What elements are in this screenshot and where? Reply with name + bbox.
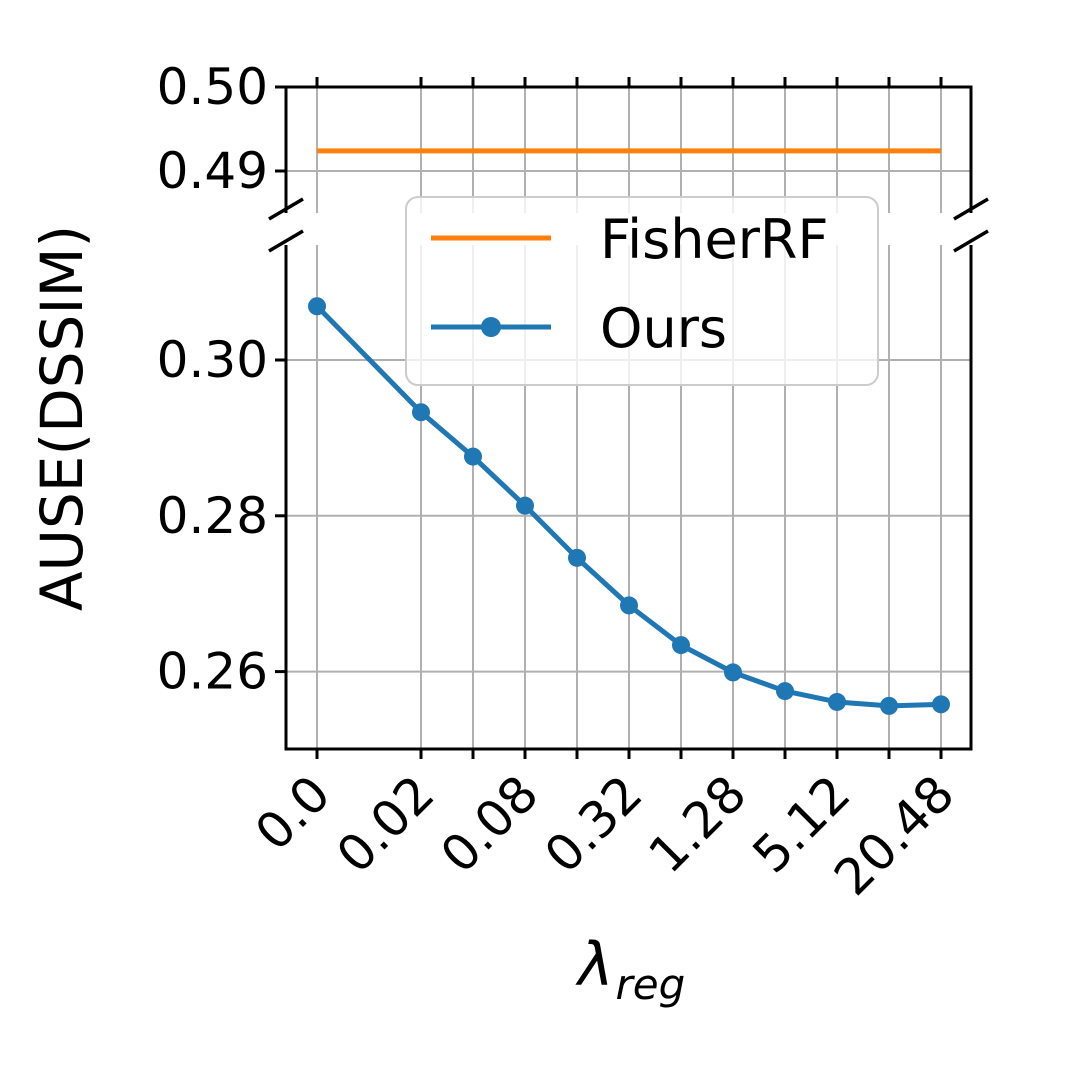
ours-data-point <box>412 403 430 422</box>
y-axis-label: AUSE(DSSIM) <box>28 225 96 611</box>
x-tick-label: 0.08 <box>430 764 550 884</box>
legend-label: Ours <box>600 297 727 360</box>
legend-marker-sample <box>481 317 501 337</box>
legend-label: FisherRF <box>600 208 829 271</box>
ours-data-point <box>620 596 638 615</box>
ours-data-point <box>672 636 690 655</box>
x-tick-label: 0.32 <box>534 764 654 884</box>
ours-data-point <box>464 447 482 466</box>
ours-data-point <box>932 695 950 714</box>
x-tick-label: 0.02 <box>326 764 446 884</box>
y-tick-label: 0.50 <box>157 58 268 116</box>
y-tick-label: 0.30 <box>157 331 268 389</box>
x-tick-label: 20.48 <box>823 764 965 906</box>
x-tick-label: 1.28 <box>638 764 758 884</box>
ours-data-point <box>724 663 742 682</box>
ours-data-point <box>880 696 898 715</box>
ours-data-point <box>776 682 794 701</box>
ours-data-point <box>308 297 326 316</box>
y-tick-label: 0.49 <box>157 142 268 200</box>
ours-data-point <box>828 692 846 711</box>
y-tick-label: 0.26 <box>157 643 268 701</box>
axis-break-slash <box>268 229 304 253</box>
ours-data-point <box>568 548 586 567</box>
ours-data-point <box>516 496 534 515</box>
x-axis-label: λreg <box>575 930 685 1009</box>
x-tick-label: 0.0 <box>244 764 341 861</box>
axis-break-slash <box>953 229 989 253</box>
axis-break-slash <box>953 197 989 221</box>
legend-box <box>405 196 879 386</box>
y-tick-label: 0.28 <box>157 487 268 545</box>
axis-break-slash <box>268 197 304 221</box>
